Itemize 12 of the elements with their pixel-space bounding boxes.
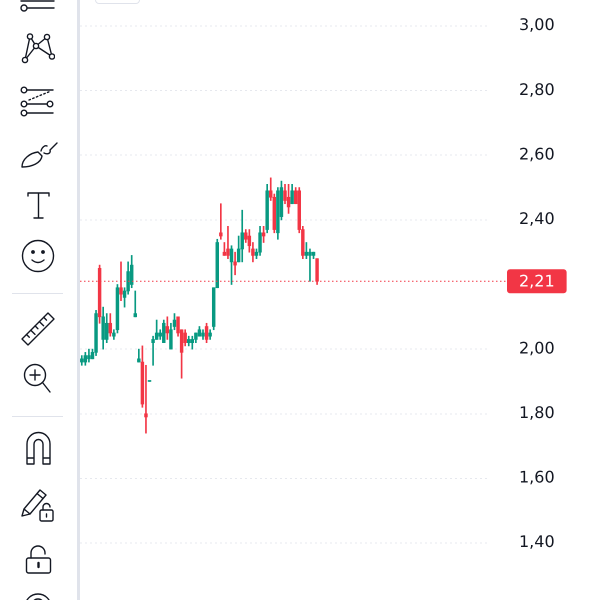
- y-tick-label: 3,00: [519, 15, 555, 34]
- ref-line-label: 2,21: [519, 271, 555, 290]
- y-tick-label: 2,60: [519, 144, 555, 164]
- y-tick-label: 2,40: [519, 209, 555, 228]
- candlestick: [308, 248, 312, 282]
- y-tick-label: 1,40: [519, 532, 555, 552]
- y-tick-label: 2,80: [519, 80, 555, 99]
- y-tick-label: 1,60: [519, 468, 555, 487]
- candlestick: [144, 364, 148, 434]
- y-tick-label: 1,80: [519, 402, 555, 422]
- y-tick-label: 2,00: [519, 338, 555, 358]
- candlestick: [226, 226, 230, 259]
